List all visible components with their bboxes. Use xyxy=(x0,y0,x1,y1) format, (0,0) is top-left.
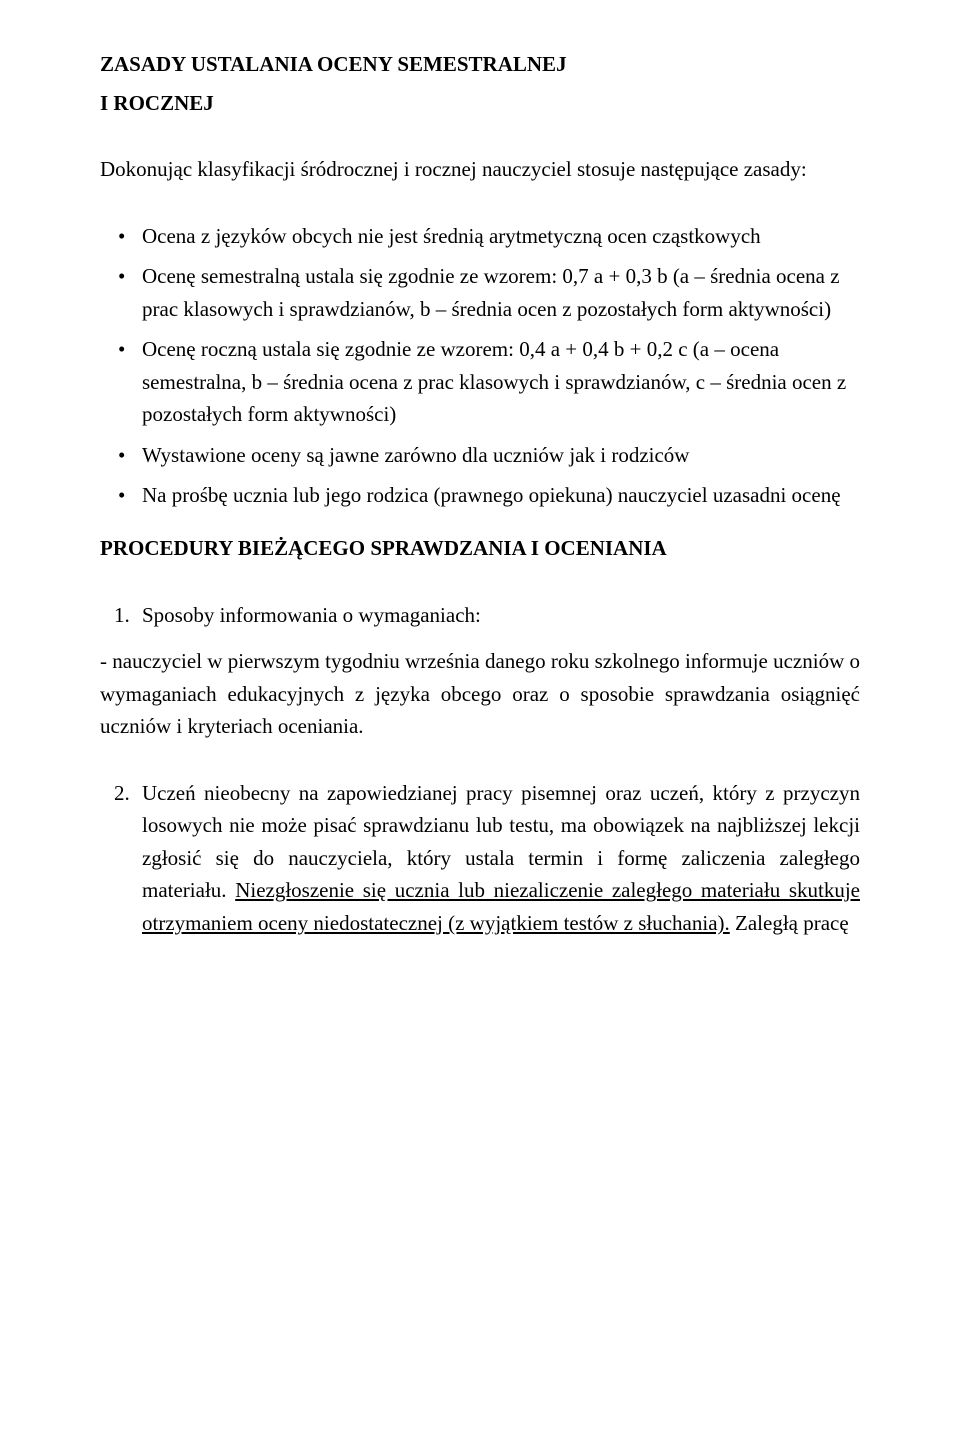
list-item: Ocenę roczną ustala się zgodnie ze wzore… xyxy=(100,333,860,431)
item-text: Sposoby informowania o wymaganiach: xyxy=(142,603,481,627)
numbered-list: 2. Uczeń nieobecny na zapowiedzianej pra… xyxy=(100,777,860,940)
intro-paragraph: Dokonując klasyfikacji śródrocznej i roc… xyxy=(100,153,860,186)
list-item: 2. Uczeń nieobecny na zapowiedzianej pra… xyxy=(100,777,860,940)
numbered-list: 1. Sposoby informowania o wymaganiach: xyxy=(100,599,860,632)
item-number: 2. xyxy=(114,777,130,810)
list-item: Na prośbę ucznia lub jego rodzica (prawn… xyxy=(100,479,860,512)
list-item: 1. Sposoby informowania o wymaganiach: xyxy=(100,599,860,632)
list-item: Wystawione oceny są jawne zarówno dla uc… xyxy=(100,439,860,472)
title-line-1: ZASADY USTALANIA OCENY SEMESTRALNEJ xyxy=(100,48,860,81)
section-heading: PROCEDURY BIEŻĄCEGO SPRAWDZANIA I OCENIA… xyxy=(100,532,860,565)
list-item: Ocenę semestralną ustala się zgodnie ze … xyxy=(100,260,860,325)
body-paragraph: - nauczyciel w pierwszym tygodniu wrześn… xyxy=(100,645,860,743)
list-item: Ocena z języków obcych nie jest średnią … xyxy=(100,220,860,253)
document-page: ZASADY USTALANIA OCENY SEMESTRALNEJ I RO… xyxy=(0,0,960,1450)
item-text-post: Zaległą pracę xyxy=(730,911,849,935)
title-line-2: I ROCZNEJ xyxy=(100,87,860,120)
item-number: 1. xyxy=(114,599,130,632)
bullet-list: Ocena z języków obcych nie jest średnią … xyxy=(100,220,860,512)
